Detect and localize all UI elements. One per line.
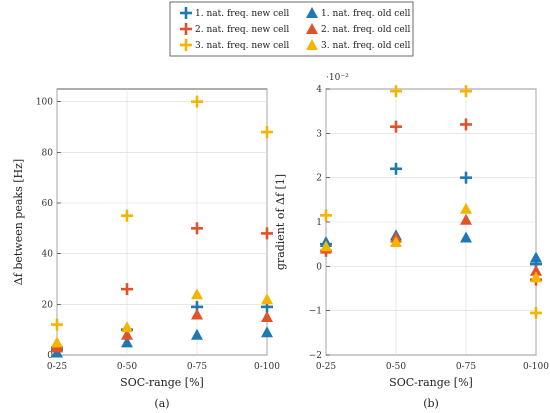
b-ytick-label-1: −2 [309,351,322,361]
b-ytick-label-3: 0 [316,262,322,272]
b-ytick-label-7: 4 [316,85,322,95]
a-point-s4-2 [121,336,133,348]
a-point-s2-3 [191,222,203,235]
b-xtick-label-1: 0-25 [316,362,336,372]
a-ytick-label-1: 0 [47,351,53,361]
a-xtick-label-3: 0-75 [187,362,207,372]
legend-label-3: 2. nat. freq. new cell [195,25,289,35]
a-point-s6-2 [121,321,133,333]
legend-marker-5 [180,39,192,51]
legend-marker-4 [306,23,318,34]
chart-b-caption: (b) [423,397,439,410]
b-point-s3-4 [530,306,542,319]
a-ytick-label-6: 100 [36,98,53,108]
legend-box [169,1,414,57]
a-ytick-label-2: 20 [42,300,54,310]
b-point-s6-3 [460,202,472,214]
b-point-s6-2 [390,235,402,247]
legend-label-1: 1. nat. freq. new cell [195,9,289,19]
a-point-s5-3 [191,308,203,320]
b-point-s4-3 [460,231,472,243]
a-xtick-label-2: 0-50 [117,362,137,372]
b-point-s4-4 [530,251,542,263]
a-xtick-label-1: 0-25 [47,362,67,372]
b-ytick-label-2: −1 [309,307,322,317]
legend-marker-1 [180,7,192,19]
a-point-s3-3 [191,95,203,108]
a-ytick-label-4: 60 [42,199,54,209]
legend-marker-3 [180,23,192,35]
a-xtick-label-4: 0-100 [254,362,280,372]
a-point-s5-4 [261,311,273,322]
legend-marker-6 [306,39,318,50]
chart-b: −2 −1 0 1 2 3 4 0-25 0-50 0-75 0-100 ·10⁻² gradie… [274,73,549,410]
a-ytick-label-5: 80 [42,148,54,158]
b-point-s2-3 [460,118,472,131]
a-point-s2-4 [261,227,273,240]
chart-a-plot-area [56,88,268,356]
b-xtick-label-3: 0-75 [456,362,476,372]
b-ytick-label-4: 1 [316,218,322,228]
b-point-s3-2 [390,85,402,98]
legend-label-6: 3. nat. freq. old cell [321,41,411,51]
chart-b-y-multiplier: ·10⁻² [326,73,349,83]
legend-marker-2 [306,7,318,18]
b-point-s3-3 [460,85,472,98]
b-ytick-label-6: 3 [316,129,322,139]
b-xtick-label-4: 0-100 [523,362,549,372]
b-point-s5-3 [460,213,472,225]
a-point-s6-4 [261,293,273,305]
a-ytick-label-3: 40 [42,250,54,260]
b-ytick-label-5: 2 [316,174,322,184]
legend: 1. nat. freq. new cell 1. nat. freq. old … [169,1,414,57]
a-point-s6-1 [51,336,63,348]
a-point-s3-1 [51,318,63,331]
a-point-s4-4 [261,326,273,338]
a-point-s6-3 [191,288,203,300]
a-point-s2-2 [121,283,133,296]
chart-b-ylabel: gradient of Δf [1] [274,174,287,270]
legend-label-2: 1. nat. freq. old cell [321,9,411,19]
legend-label-4: 2. nat. freq. old cell [321,25,411,35]
b-point-s2-2 [390,120,402,133]
a-point-s4-3 [191,328,203,340]
b-point-s6-1 [320,240,332,252]
a-point-s5-2 [121,328,133,340]
b-point-s6-4 [530,271,542,283]
chart-a: 0 20 40 60 80 100 0-25 0-50 0-75 0-100 Δf betwee… [12,88,280,410]
b-point-s3-1 [320,209,332,222]
b-point-s5-4 [530,264,542,276]
b-xtick-label-2: 0-50 [386,362,406,372]
b-point-s1-3 [460,171,472,184]
a-point-s3-4 [261,126,273,139]
chart-a-xlabel: SOC-range [%] [120,376,204,389]
b-point-s1-2 [390,162,402,175]
a-point-s3-2 [121,209,133,222]
chart-a-caption: (a) [154,397,169,410]
chart-a-ylabel: Δf between peaks [Hz] [12,159,25,285]
legend-label-5: 3. nat. freq. new cell [195,41,289,51]
chart-b-xlabel: SOC-range [%] [389,376,473,389]
